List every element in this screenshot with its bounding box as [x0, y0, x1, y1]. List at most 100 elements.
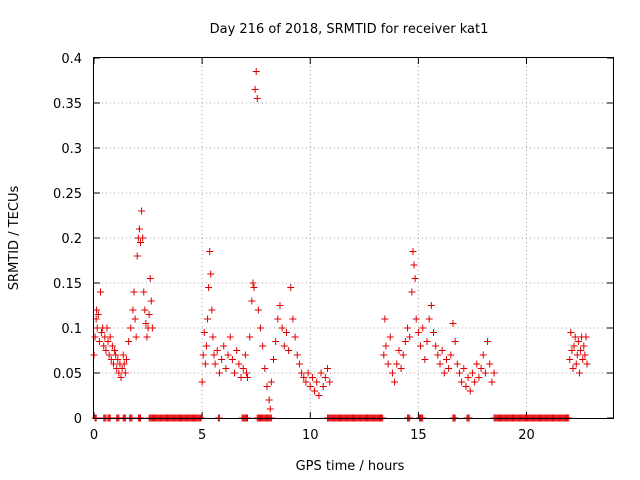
data-point [577, 347, 585, 354]
data-point [104, 338, 112, 345]
data-point [298, 369, 306, 377]
data-point [224, 351, 232, 359]
data-point [468, 369, 476, 377]
data-point [473, 360, 481, 368]
data-point [220, 342, 228, 350]
data-point [130, 288, 138, 296]
x-tick-label: 15 [410, 428, 427, 443]
data-point [261, 365, 269, 372]
data-point [399, 351, 407, 359]
data-point [580, 342, 588, 350]
y-tick-label: 0.4 [61, 52, 82, 67]
data-point [462, 383, 470, 390]
data-point [326, 378, 334, 386]
data-point [141, 306, 149, 314]
data-point [306, 383, 314, 390]
data-point [241, 351, 249, 359]
data-point [231, 369, 239, 377]
data-point [430, 329, 438, 336]
data-point [205, 284, 213, 291]
data-point [235, 360, 243, 368]
data-point [125, 338, 133, 345]
data-point [139, 234, 147, 242]
data-point [573, 351, 581, 359]
data-point [111, 347, 119, 354]
data-point [266, 405, 274, 413]
axis-ticks: 0 0.05 0.1 0.15 0.2 0.25 0.3 0.35 0.4 0 5 10 15 20 [53, 52, 613, 443]
data-point [218, 356, 226, 363]
data-point [408, 288, 416, 296]
data-point [574, 338, 582, 345]
data-point [211, 360, 219, 368]
data-point [248, 297, 256, 305]
data-point [380, 351, 388, 359]
data-point [95, 338, 103, 345]
data-point [304, 369, 312, 377]
x-tick-label: 5 [198, 428, 206, 443]
data-point [98, 329, 106, 336]
data-point [455, 369, 463, 377]
data-point [265, 396, 273, 404]
data-point [109, 360, 117, 368]
data-point [249, 279, 257, 287]
data-point [397, 365, 405, 372]
chart-title: Day 216 of 2018, SRMTID for receiver kat… [210, 22, 489, 37]
data-point [148, 324, 156, 332]
data-point [100, 342, 108, 350]
data-point [302, 378, 310, 386]
data-point [449, 320, 457, 327]
data-point [477, 365, 485, 372]
data-points [90, 68, 591, 422]
data-point [280, 342, 288, 350]
data-point [282, 329, 290, 336]
data-point [453, 360, 461, 368]
data-point [572, 360, 580, 368]
data-point [384, 360, 392, 368]
data-point [228, 356, 236, 363]
data-point [239, 365, 247, 372]
data-point [246, 333, 254, 341]
y-tick-label: 0.1 [61, 322, 82, 337]
data-point [386, 333, 394, 341]
data-point [410, 261, 418, 269]
data-point [204, 315, 212, 323]
y-tick-label: 0.3 [61, 142, 82, 157]
data-point [317, 369, 325, 377]
data-point [300, 374, 308, 381]
data-point [291, 333, 299, 341]
data-point [421, 356, 429, 363]
data-point [107, 356, 115, 363]
data-point [208, 306, 216, 314]
data-point [471, 378, 479, 386]
y-tick-label: 0.05 [53, 367, 82, 382]
data-point [583, 360, 591, 368]
data-point [119, 351, 127, 359]
data-point [381, 315, 389, 323]
data-point [409, 248, 417, 255]
data-point [269, 356, 277, 363]
data-point [138, 207, 146, 215]
data-point [132, 333, 140, 341]
data-point [566, 356, 574, 363]
data-point [582, 333, 590, 341]
data-point [311, 387, 319, 395]
data-point [215, 369, 223, 377]
data-point [417, 342, 425, 350]
data-point [145, 311, 153, 318]
data-point [391, 378, 399, 386]
data-point [105, 351, 113, 359]
data-point [427, 302, 435, 309]
data-point [209, 333, 217, 341]
data-point [198, 378, 206, 386]
data-point [285, 347, 293, 354]
data-point [276, 302, 284, 309]
data-point [252, 68, 260, 75]
data-point [315, 392, 323, 399]
y-axis-label: SRMTID / TECUs [7, 186, 22, 291]
data-point [202, 342, 210, 350]
data-point [131, 315, 139, 323]
data-point [319, 383, 327, 390]
data-point [112, 351, 120, 359]
data-point [440, 369, 448, 377]
